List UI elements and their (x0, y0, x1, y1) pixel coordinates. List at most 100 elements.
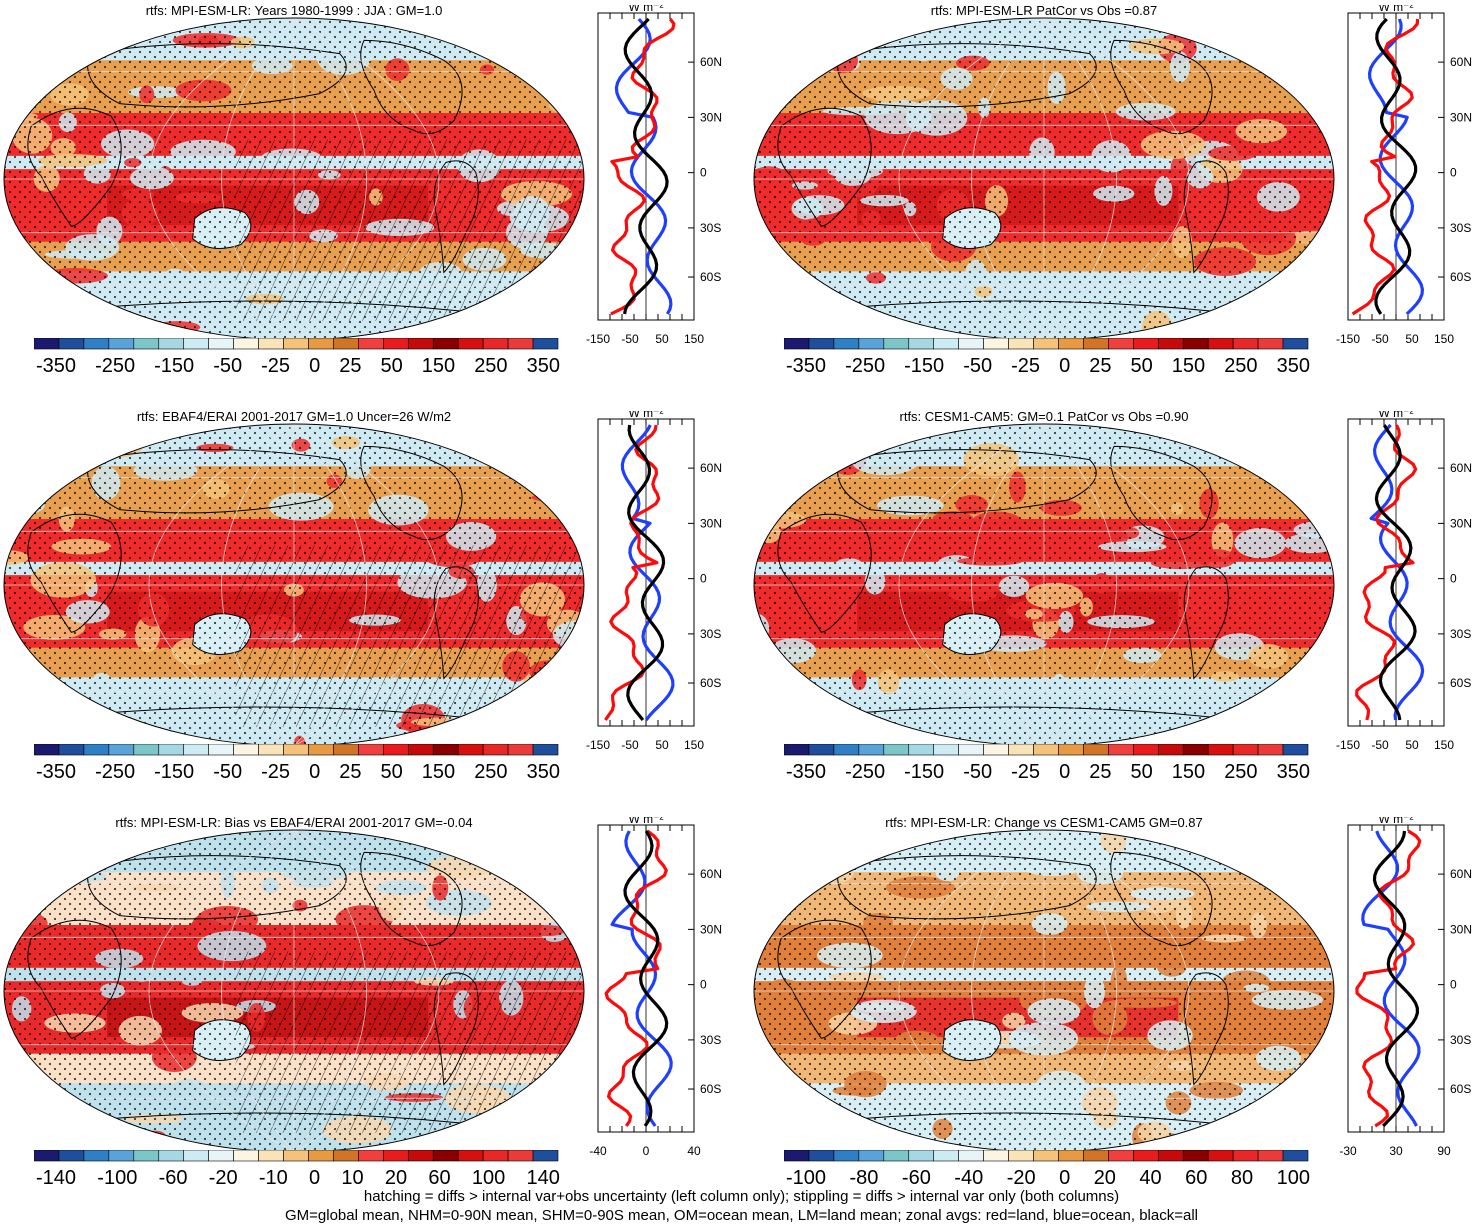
colorbar-swatch (308, 338, 334, 350)
colorbar-swatch (808, 338, 835, 350)
colorbar-swatch (283, 1150, 309, 1162)
colorbar-tick-label: 0 (1059, 355, 1071, 377)
colorbar-swatch (1058, 1150, 1084, 1162)
colorbar-swatch (833, 744, 860, 756)
zonal-mean-plot: W m⁻² 60N 30N 0 30S 60S -40 0 40 (589, 817, 722, 1157)
colorbar-tick-label: 350 (1276, 761, 1310, 783)
colorbar-tick-label: -50 (213, 761, 243, 783)
colorbar-tick-label: 140 (526, 1167, 560, 1189)
zonal-lat-label: 30N (700, 516, 722, 530)
colorbar-swatch (1083, 338, 1109, 350)
footer-line-1: hatching = diffs > internal var+obs unce… (363, 1188, 1120, 1205)
colorbar-swatch (1083, 744, 1109, 756)
colorbar-swatch (108, 744, 135, 756)
colorbar-swatch (457, 1150, 484, 1162)
zonal-lat-label: 60S (1450, 270, 1471, 284)
colorbar-swatch (858, 744, 885, 756)
colorbar-tick-label: -100 (786, 1167, 827, 1189)
colorbar-tick-label: -150 (904, 355, 945, 377)
colorbar-swatch (532, 744, 559, 756)
zonal-unit-label: W m⁻² (1379, 411, 1414, 420)
colorbar-tick-label: -250 (95, 761, 136, 783)
colorbar-swatch (183, 338, 209, 350)
colorbar-swatch (933, 1150, 959, 1162)
colorbar-swatch (908, 338, 935, 350)
colorbar-labels: -350 -250 -150 -50 -25 0 25 50 150 250 350 (36, 355, 560, 378)
colorbar-swatch (1182, 744, 1209, 756)
colorbar-swatch (133, 744, 160, 756)
colorbar-swatch (983, 1150, 1009, 1162)
colorbar-tick-label: 60 (428, 1167, 451, 1189)
figure-footer: hatching = diffs > internal var+obs unce… (0, 1187, 1483, 1225)
colorbar-swatch (1257, 744, 1284, 756)
zonal-curve-ocean (620, 424, 675, 721)
colorbar-swatch (333, 744, 359, 756)
colorbar-swatch (1207, 338, 1234, 350)
zonal-curve-all (623, 17, 669, 315)
colorbar-swatch (108, 1150, 135, 1162)
zonal-x-tick-label: -50 (1371, 332, 1389, 345)
colorbar-swatch (908, 1150, 935, 1162)
colorbar-swatch (1008, 1150, 1034, 1162)
colorbar-swatch (1058, 338, 1084, 350)
zonal-lat-label: 60N (700, 55, 722, 69)
map-title: rtfs: MPI-ESM-LR PatCor vs Obs =0.87 (930, 3, 1158, 18)
zonal-curve-land (1351, 18, 1420, 316)
colorbar-swatch (808, 1150, 835, 1162)
zonal-lat-label: 0 (700, 978, 707, 992)
zonal-lat-label: 60S (700, 676, 721, 690)
colorbar-swatch (333, 1150, 359, 1162)
zonal-x-tick-label: 50 (1405, 332, 1419, 345)
colorbar-swatch (383, 744, 409, 756)
zonal-lat-label: 30S (1450, 1033, 1471, 1047)
colorbar-tick-label: -250 (845, 355, 886, 377)
zonal-mean-plot: W m⁻² 60N 30N 0 30S 60S -150 -50 50 150 (1336, 411, 1472, 751)
colorbar (784, 338, 1309, 350)
map-title: rtfs: EBAF4/ERAI 2001-2017 GM=1.0 Uncer=… (136, 409, 452, 424)
zonal-lat-label: 60S (700, 1082, 721, 1096)
map-title: rtfs: MPI-ESM-LR: Years 1980-1999 : JJA … (145, 3, 443, 18)
colorbar-swatch (1133, 338, 1159, 350)
zonal-lat-label: 0 (1450, 166, 1457, 180)
colorbar-tick-label: -350 (786, 355, 827, 377)
colorbar-swatch (1257, 338, 1284, 350)
colorbar-swatch (883, 1150, 910, 1162)
colorbar (34, 744, 559, 756)
colorbar-tick-label: 60 (1185, 1167, 1208, 1189)
colorbar-swatch (183, 744, 209, 756)
colorbar-tick-label: 50 (380, 761, 403, 783)
zonal-lat-label: 30N (1450, 922, 1472, 936)
colorbar-swatch (258, 744, 284, 756)
colorbar-tick-label: 250 (474, 355, 508, 377)
colorbar-swatch (358, 1150, 384, 1162)
colorbar-swatch (1207, 744, 1234, 756)
zonal-x-tick-label: -50 (621, 738, 639, 751)
colorbar-swatch (1232, 1150, 1259, 1162)
colorbar-swatch (1257, 1150, 1284, 1162)
zonal-x-tick-label: 50 (1405, 738, 1419, 751)
colorbar-swatch (532, 338, 559, 350)
colorbar-tick-label: -350 (36, 761, 77, 783)
colorbar-labels: -140 -100 -60 -20 -10 0 10 20 60 100 140 (36, 1167, 560, 1190)
colorbar-swatch (34, 338, 60, 350)
colorbar-swatch (958, 1150, 984, 1162)
colorbar-swatch (1033, 744, 1059, 756)
colorbar-tick-label: -20 (208, 1167, 238, 1189)
zonal-x-tick-label: 30 (1389, 1144, 1403, 1157)
colorbar-tick-label: -250 (95, 355, 136, 377)
colorbar-tick-label: 350 (526, 355, 560, 377)
zonal-unit-label: W m⁻² (1379, 5, 1414, 14)
colorbar (34, 338, 559, 350)
colorbar (784, 744, 1309, 756)
colorbar-labels: -100 -80 -60 -40 -20 0 20 40 60 80 100 (786, 1167, 1310, 1190)
colorbar-swatch (1108, 338, 1134, 350)
colorbar-swatch (208, 1150, 234, 1162)
colorbar-tick-label: 0 (309, 355, 321, 377)
zonal-x-tick-label: -150 (586, 738, 610, 751)
colorbar-tick-label: 150 (421, 761, 456, 783)
colorbar-swatch (83, 744, 110, 756)
colorbar-tick-label: 250 (474, 761, 508, 783)
colorbar-tick-label: 150 (1171, 355, 1206, 377)
colorbar-tick-label: 40 (1139, 1167, 1162, 1189)
colorbar-swatch (1182, 338, 1209, 350)
